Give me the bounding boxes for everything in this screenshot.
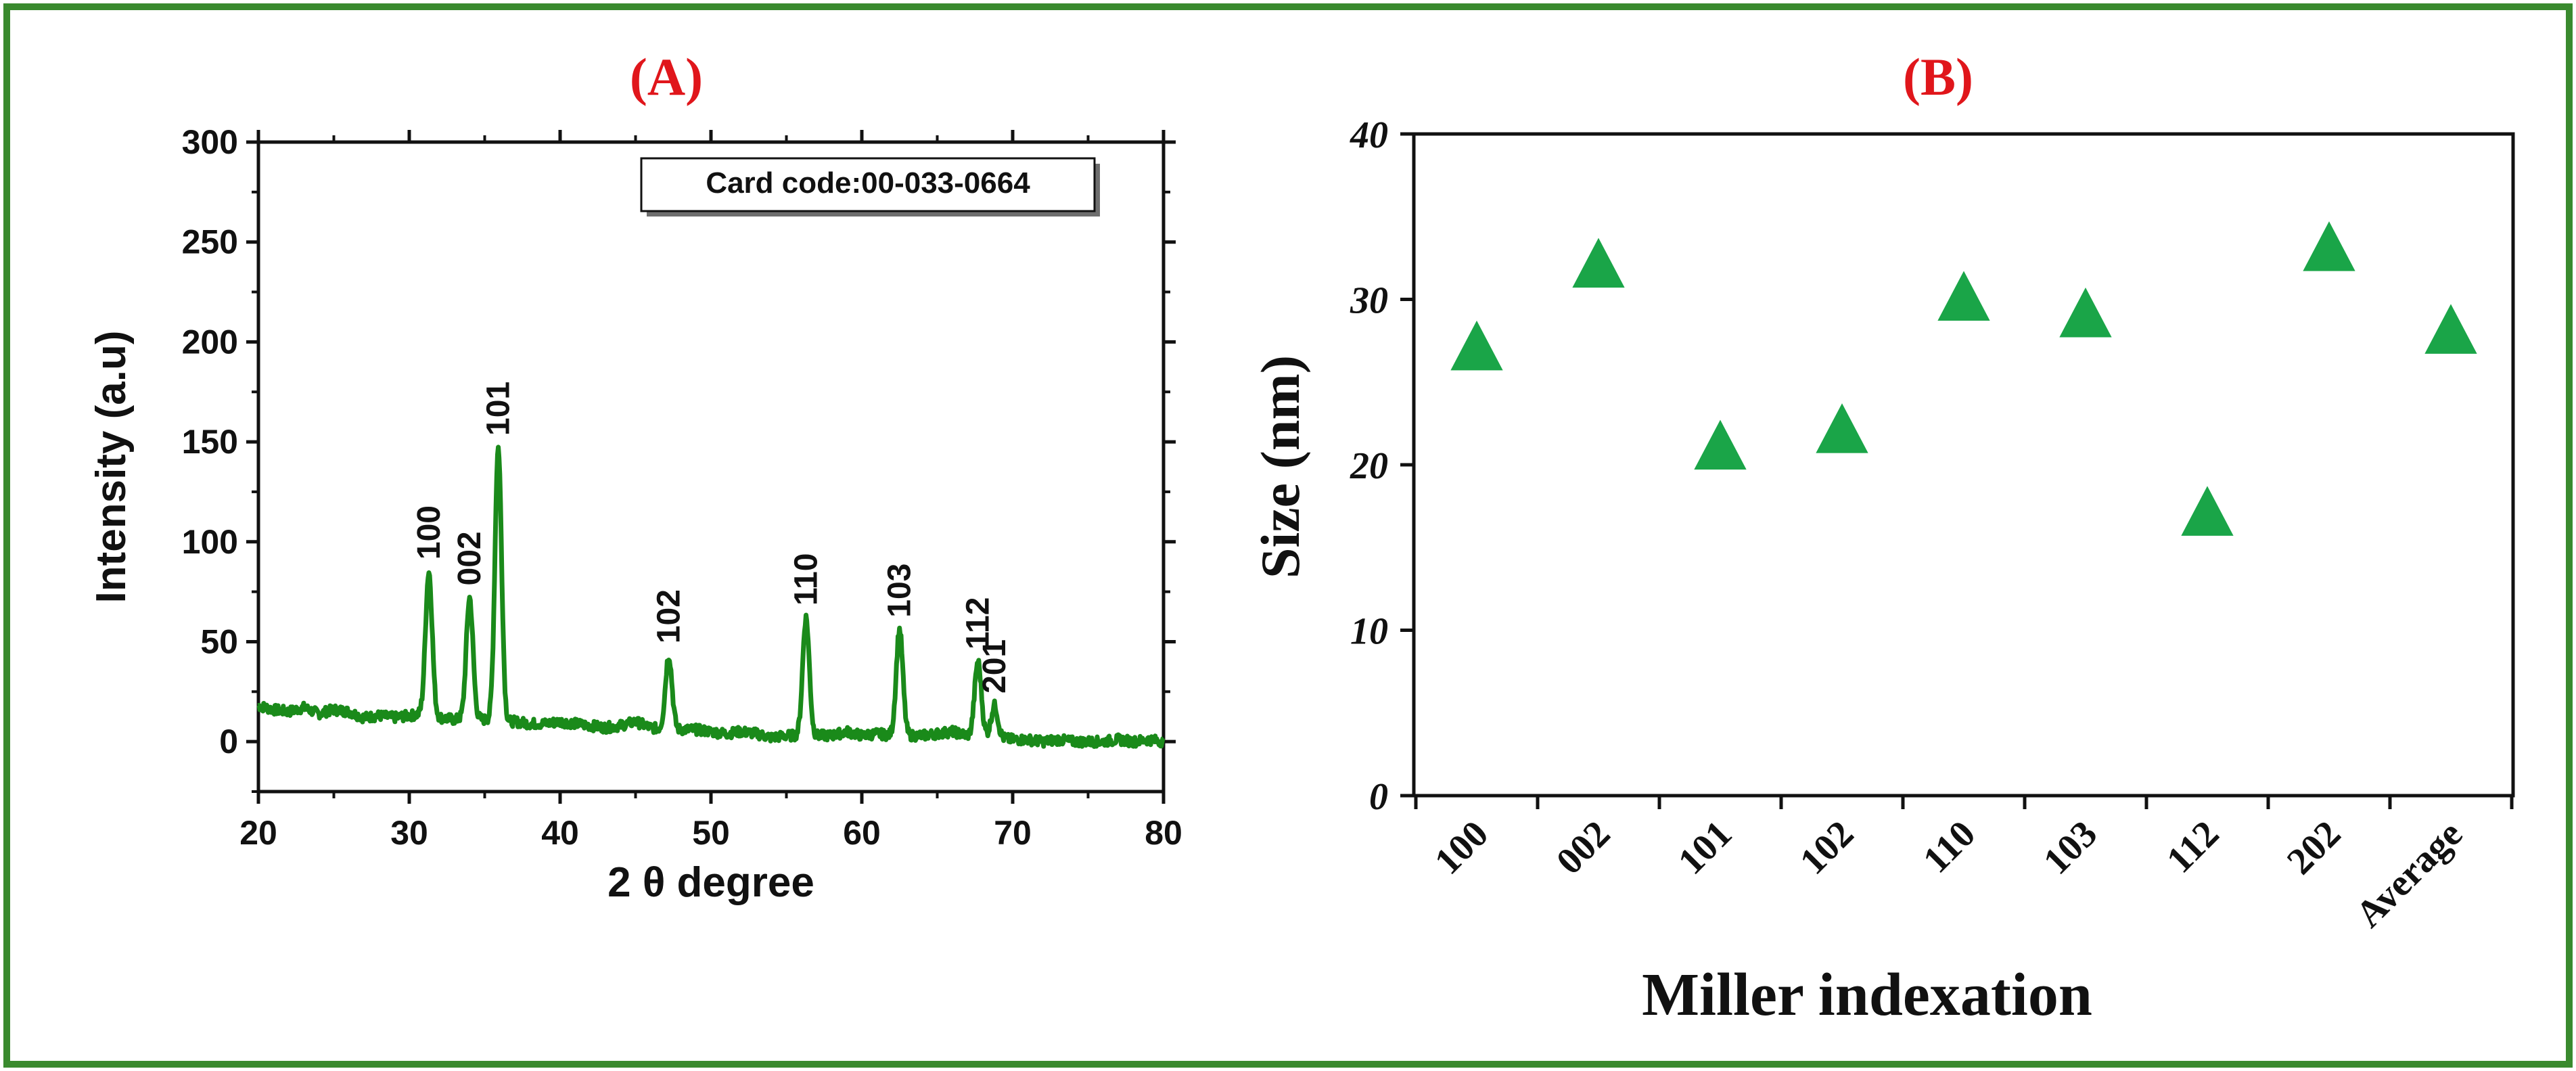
peak-label-110: 110 — [788, 553, 824, 606]
x-tick-label: 60 — [843, 814, 881, 852]
y-tick-label: 250 — [182, 223, 238, 261]
y-tick-label: 200 — [182, 323, 238, 361]
size-marker-202 — [2303, 221, 2355, 271]
size-marker-100 — [1450, 320, 1503, 371]
card-code-box: Card code:00-033-0664 — [640, 157, 1100, 217]
y-tick-label: 100 — [182, 523, 238, 561]
peak-label-002: 002 — [452, 531, 488, 585]
x-tick-label: 20 — [239, 814, 277, 852]
peak-label-102: 102 — [651, 589, 687, 643]
panel-b-x-axis-title: Miller indexation — [1642, 961, 2092, 1028]
panel-b-plot-frame — [1412, 132, 2515, 798]
size-marker-110 — [1937, 271, 1990, 321]
panel-a-y-axis-title: Intensity (a.u) — [88, 330, 135, 603]
panel-a-plot-frame — [256, 140, 1166, 794]
size-marker-101 — [1694, 419, 1747, 470]
panel-a-ticks: 20 30 40 50 60 70 80 0 50 100 150 200 250 300 — [182, 123, 1182, 852]
panel-a-x-axis-title: 2 θ degree — [607, 859, 814, 906]
b-y-tick-label: 40 — [1350, 114, 1388, 156]
size-marker-002 — [1572, 237, 1625, 288]
y-tick-label: 50 — [200, 622, 238, 660]
b-y-tick-label: 20 — [1350, 445, 1388, 487]
x-tick-label: 40 — [541, 814, 579, 852]
figure-border — [3, 3, 2573, 1068]
y-tick-label: 300 — [182, 123, 238, 161]
card-code-text: Card code:00-033-0664 — [706, 166, 1030, 200]
x-tick-label: 70 — [994, 814, 1032, 852]
x-tick-label: 80 — [1145, 814, 1182, 852]
peak-label-100: 100 — [411, 505, 447, 560]
b-y-tick-label: 0 — [1369, 776, 1388, 818]
peak-label-103: 103 — [882, 564, 918, 618]
size-marker-Average — [2424, 304, 2477, 354]
size-marker-112 — [2181, 486, 2234, 536]
x-tick-label: 30 — [390, 814, 428, 852]
b-y-tick-label: 30 — [1350, 280, 1388, 322]
b-y-tick-label: 10 — [1350, 611, 1388, 653]
size-marker-103 — [2059, 287, 2112, 338]
xrd-pattern-line — [256, 445, 1166, 749]
panel-b-y-axis-title: Size (nm) — [1249, 355, 1311, 578]
panel-b-label: (B) — [1903, 47, 1973, 106]
panel-a-label: (A) — [630, 47, 703, 106]
peak-label-201: 201 — [977, 639, 1013, 693]
y-tick-label: 0 — [219, 723, 238, 760]
size-markers — [1450, 221, 2477, 536]
x-tick-label: 50 — [692, 814, 730, 852]
peak-label-112: 112 — [961, 597, 996, 650]
peak-label-101: 101 — [481, 382, 517, 436]
panel-a: (A) 20 30 40 50 60 70 80 0 50 100 150 200 250 300 100… — [88, 47, 1182, 906]
size-marker-102 — [1816, 403, 1868, 453]
y-tick-label: 150 — [182, 423, 238, 461]
